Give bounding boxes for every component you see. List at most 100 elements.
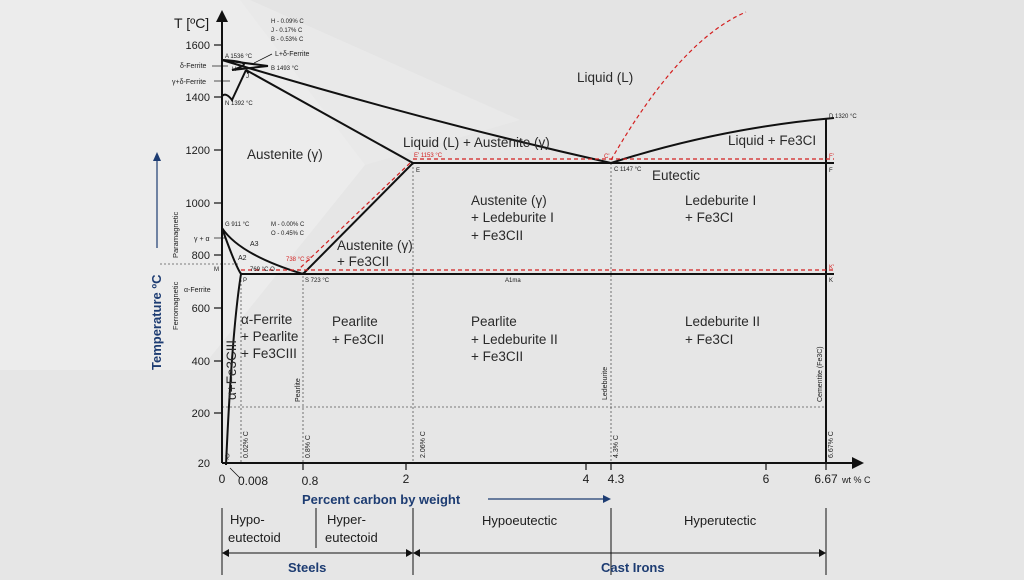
aus-led-line3: + Fe3CII: [471, 228, 523, 243]
legend-b: B - 0.53% C: [271, 37, 304, 43]
point-h: H: [232, 67, 236, 73]
x-axis-arrow-icon: [852, 457, 864, 469]
gamma-delta-label: γ+δ-Ferrite: [172, 79, 206, 86]
point-e: E: [416, 168, 420, 174]
x-tick-label: 0: [219, 472, 226, 486]
pl-line2: + Ledeburite II: [471, 332, 558, 347]
point-d: D 1320 °C: [829, 114, 857, 120]
alpha-fe3c-label: α+Fe3CIII: [224, 340, 239, 400]
l-delta-label: L+δ-Ferrite: [275, 51, 310, 58]
point-c-prime: C': [604, 154, 609, 160]
c08-vertical: 0.8% C: [305, 435, 312, 458]
paramagnetic-group: Paramagnetic: [171, 211, 180, 258]
y-tick-labels: 1600 1400 1200 1000 800 600 400 200 20: [186, 40, 210, 470]
alpha-fe3c-group: α+Fe3CIII: [224, 340, 239, 400]
y-axis-label-group: Temperature ºC: [149, 274, 164, 370]
hypo-line2: eutectoid: [228, 530, 281, 545]
x-axis-unit: wt % C: [841, 475, 871, 485]
y-tick-label: 400: [192, 356, 210, 368]
point-m: M: [214, 267, 219, 273]
x-tick-label: 0.8: [302, 474, 319, 488]
eutectic-label: Eutectic: [652, 168, 700, 183]
aus-led-line2: + Ledeburite I: [471, 210, 554, 225]
background-facet: [0, 120, 1024, 580]
hypoeutectic-label: Hypoeutectic: [482, 513, 558, 528]
legend-m: M - 0.00% C: [271, 222, 305, 228]
category-labels: Hypo- eutectoid Hyper- eutectoid Hypoeut…: [228, 512, 757, 545]
austenite-fe3c-line2: + Fe3CII: [337, 254, 389, 269]
legend-h: H - 0.09% C: [271, 19, 304, 25]
category-arrowheads: [222, 549, 826, 557]
x-tick-labels: 0 0.008 0.8 2 4 4.3 6 6.67: [219, 472, 838, 488]
point-b: B 1493 °C: [271, 66, 299, 72]
point-e-prime: E' 1153 °C: [414, 153, 443, 159]
gamma-alpha-label: γ + α: [194, 236, 210, 243]
y-tick-label: 800: [192, 250, 210, 262]
delta-ferrite-label: δ-Ferrite: [180, 63, 207, 70]
phase-labels: Liquid (L) Austenite (γ) Liquid (L) + Au…: [241, 70, 816, 364]
alpha-ferrite-small: α-Ferrite: [184, 287, 211, 294]
point-g: G 911 °C: [225, 222, 250, 228]
point-c: C 1147 °C: [614, 167, 642, 173]
pl-line3: + Fe3CII: [471, 349, 523, 364]
ferromagnetic-group: Ferromagnetic: [171, 281, 180, 330]
austenite-fe3c-line1: Austenite (γ): [337, 238, 413, 253]
x-tick-label: 4.3: [608, 472, 625, 486]
y-tick-label: 1400: [186, 92, 210, 104]
y-label-arrow-icon: [153, 152, 161, 161]
y-tick-marks: [214, 44, 222, 414]
point-f: F: [829, 168, 833, 174]
background-facet: [0, 0, 365, 370]
composition-legend: H - 0.09% C J - 0.17% C B - 0.53% C M - …: [271, 19, 305, 237]
small-phase-labels: δ-Ferrite γ+δ-Ferrite L+δ-Ferrite γ + α …: [172, 51, 310, 294]
point-j: J: [246, 74, 249, 80]
af-line1: α-Ferrite: [241, 312, 292, 327]
y-axis-label: Temperature ºC: [149, 274, 164, 370]
y-tick-label: 1000: [186, 198, 210, 210]
point-k-prime: K': [829, 265, 834, 271]
ledeburite2-line2: + Fe3CI: [685, 332, 733, 347]
background-facet: [250, 0, 1024, 120]
af-line2: + Pearlite: [241, 329, 298, 344]
a3-label: A3: [250, 241, 259, 248]
a2-label: A2: [238, 255, 247, 262]
x-tick-label: 2: [403, 472, 410, 486]
c667-vertical: 6.67% C: [828, 431, 835, 458]
x-tick-label: 6.67: [814, 472, 838, 486]
pearlite-line2: + Fe3CII: [332, 332, 384, 347]
point-p: P: [243, 278, 247, 284]
hypo-line1: Hypo-: [230, 512, 265, 527]
category-dividers: [221, 508, 827, 575]
cementite-vertical: Cementite (Fe3C): [817, 346, 824, 402]
liquid-fe3c-label: Liquid + Fe3CI: [728, 133, 816, 148]
af-line3: + Fe3CIII: [241, 346, 297, 361]
vertical-labels: Pearlite Ledeburite Cementite (Fe3C) 0.0…: [243, 346, 835, 458]
liquid-label: Liquid (L): [577, 70, 633, 85]
hyper-line1: Hyper-: [327, 512, 366, 527]
x-tick-label: 6: [763, 472, 770, 486]
ledeburite-vertical: Ledeburite: [602, 367, 609, 400]
point-k: K: [829, 278, 833, 284]
paramagnetic-label: Paramagnetic: [171, 211, 180, 258]
hyper-line2: eutectoid: [325, 530, 378, 545]
point-labels: A 1536 °C B 1493 °C H J N 1392 °C D 1320…: [214, 54, 857, 460]
pearlite-line1: Pearlite: [332, 314, 378, 329]
y-tick-label: 20: [198, 458, 210, 470]
legend-j: J - 0.17% C: [271, 28, 303, 34]
c43-vertical: 4.3% C: [613, 435, 620, 458]
cast-irons-label: Cast Irons: [601, 560, 665, 575]
x-tick-label: 4: [583, 472, 590, 486]
point-s-prime: 738 °C S': [286, 257, 311, 263]
y-tick-label: 1600: [186, 40, 210, 52]
a1-label: A1ma: [505, 278, 521, 284]
y-tick-label: 1200: [186, 145, 210, 157]
point-s: S 723 °C: [305, 278, 330, 284]
point-q: Q: [225, 454, 230, 460]
hyperutectic-label: Hyperutectic: [684, 513, 757, 528]
legend-o: O - 0.45% C: [271, 231, 305, 237]
y-axis-title: T [ºC]: [174, 15, 209, 31]
x-tick-label: 0.008: [238, 474, 268, 488]
pearlite-vertical: Pearlite: [295, 378, 302, 402]
